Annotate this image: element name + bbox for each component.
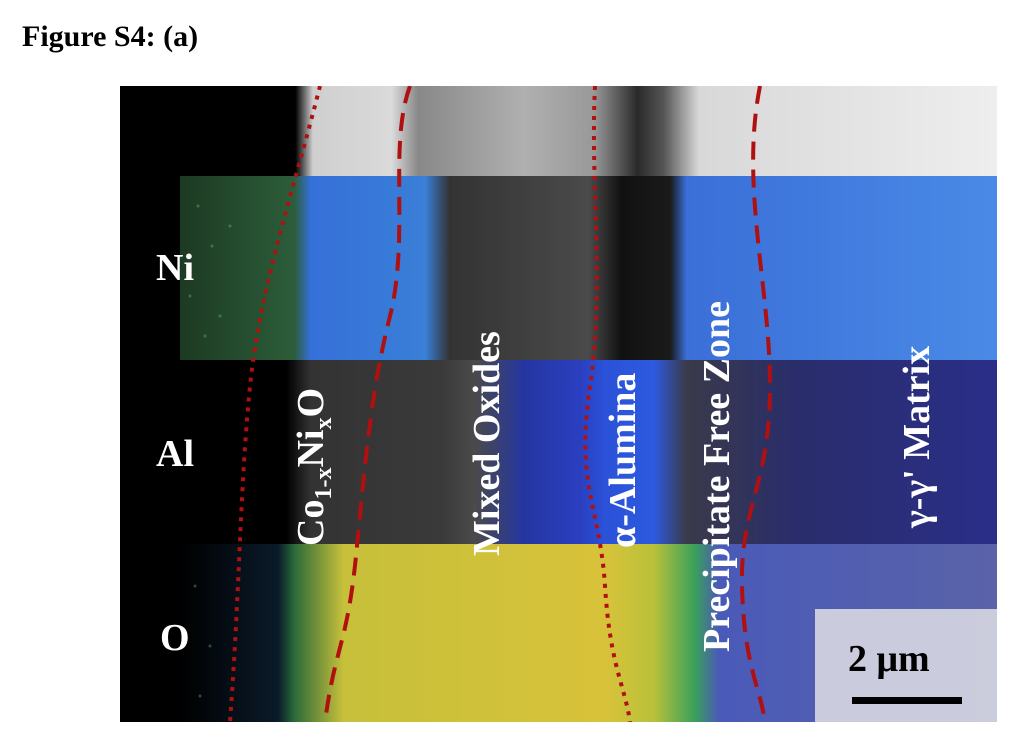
layer-label-mixed-oxides: Mixed Oxides [466, 331, 508, 556]
o-row-label: O [160, 617, 190, 659]
boundary-3 [583, 86, 632, 722]
micrograph-image [120, 86, 997, 722]
layer-label-alumina: α-Alumina [602, 372, 644, 548]
boundary-4 [739, 86, 773, 722]
bse-strip [120, 86, 997, 176]
micrograph-panel: Ni Al O Co1-xNixO Mixed Oxides α-Alumina… [120, 86, 997, 722]
al-map-row [180, 360, 997, 544]
scale-bar-label: 2 μm [848, 638, 930, 680]
layer-label-matrix: γ-γ' Matrix [896, 345, 938, 528]
ni-map-row [180, 176, 997, 360]
ni-row-label: Ni [156, 247, 194, 289]
scale-bar-line [852, 697, 962, 704]
layer-label-coni-oxide: Co1-xNixO [290, 387, 337, 546]
layer-label-pfz: Precipitate Free Zone [696, 300, 738, 652]
scale-bar-box: 2 μm [815, 609, 997, 722]
figure-title: Figure S4: (a) [22, 20, 199, 53]
boundary-1 [228, 86, 322, 722]
al-row-label: Al [156, 433, 194, 475]
